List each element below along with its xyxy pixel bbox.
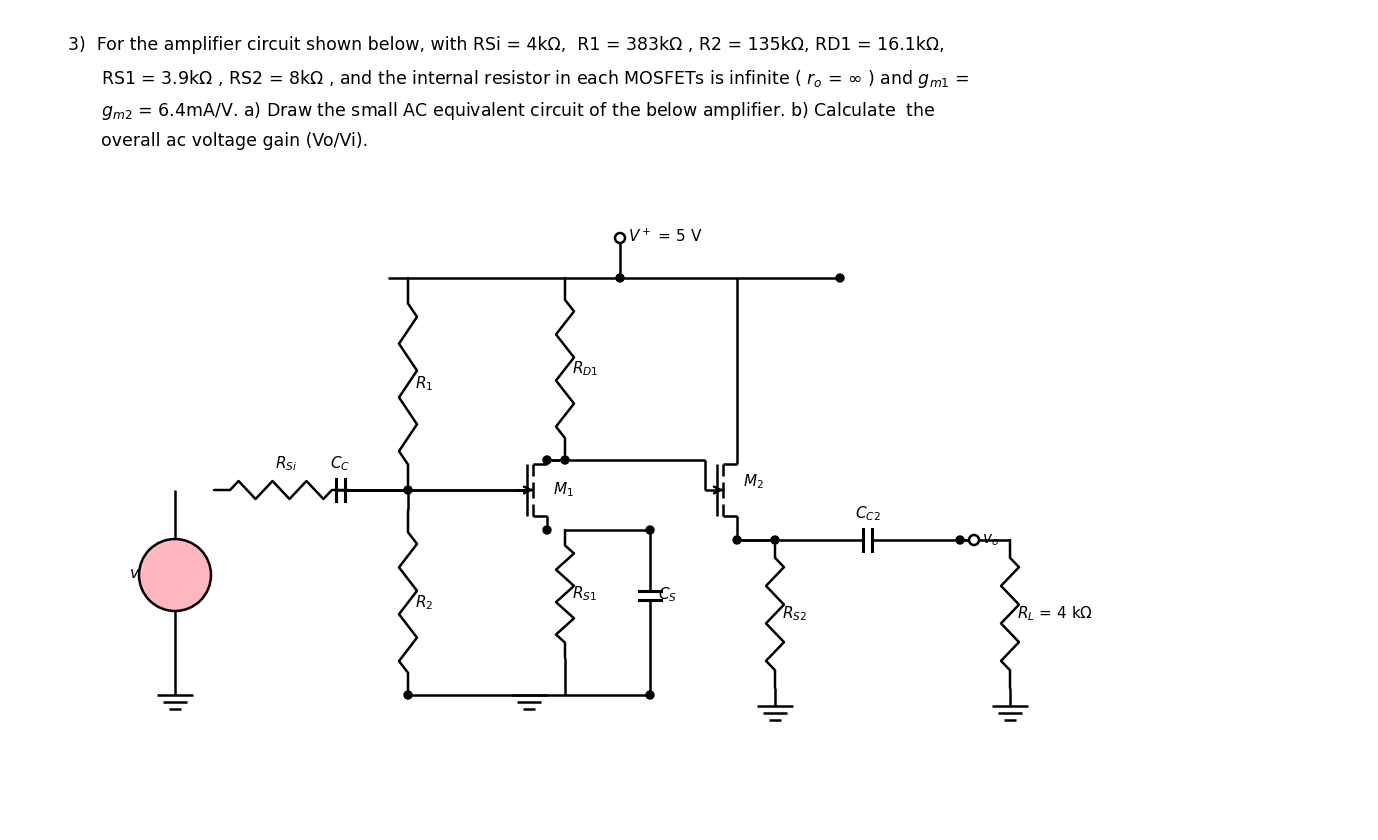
- Text: $R_{S2}$: $R_{S2}$: [781, 605, 808, 623]
- Circle shape: [733, 536, 741, 544]
- Text: 3)  For the amplifier circuit shown below, with RSi = 4kΩ,  R1 = 383kΩ , R2 = 13: 3) For the amplifier circuit shown below…: [68, 36, 945, 54]
- Text: −: −: [168, 576, 182, 594]
- Text: $g_{m2}$ = 6.4mA/V. a) Draw the small AC equivalent circuit of the below amplifi: $g_{m2}$ = 6.4mA/V. a) Draw the small AC…: [68, 100, 936, 122]
- Circle shape: [616, 274, 624, 282]
- Text: $R_{D1}$: $R_{D1}$: [572, 360, 598, 378]
- Circle shape: [543, 456, 551, 464]
- Circle shape: [836, 274, 843, 282]
- Text: $v_o$: $v_o$: [983, 533, 999, 548]
- Circle shape: [956, 536, 965, 544]
- Circle shape: [646, 526, 655, 534]
- Text: $R_1$: $R_1$: [415, 375, 433, 393]
- Text: overall ac voltage gain (Vo/Vi).: overall ac voltage gain (Vo/Vi).: [68, 132, 368, 150]
- Circle shape: [615, 233, 626, 243]
- Circle shape: [646, 691, 655, 699]
- Text: $C_C$: $C_C$: [329, 454, 350, 473]
- Text: $R_2$: $R_2$: [415, 593, 433, 612]
- Circle shape: [543, 526, 551, 534]
- Text: $V^+$ = 5 V: $V^+$ = 5 V: [628, 228, 703, 244]
- Circle shape: [404, 486, 412, 494]
- Text: $M_1$: $M_1$: [553, 480, 573, 499]
- Text: $C_S$: $C_S$: [659, 585, 677, 604]
- Circle shape: [772, 536, 779, 544]
- Text: $R_{S1}$: $R_{S1}$: [572, 585, 597, 603]
- Text: +: +: [168, 557, 182, 575]
- Circle shape: [139, 539, 211, 611]
- Text: $R_{Si}$: $R_{Si}$: [274, 454, 298, 473]
- Text: $R_L$ = 4 k$\Omega$: $R_L$ = 4 k$\Omega$: [1017, 605, 1093, 623]
- Circle shape: [404, 691, 412, 699]
- Circle shape: [561, 456, 569, 464]
- Text: $M_2$: $M_2$: [743, 473, 763, 491]
- Text: RS1 = 3.9kΩ , RS2 = 8kΩ , and the internal resistor in each MOSFETs is infinite : RS1 = 3.9kΩ , RS2 = 8kΩ , and the intern…: [68, 68, 969, 90]
- Text: $v_i$: $v_i$: [130, 567, 143, 583]
- Circle shape: [969, 535, 978, 545]
- Text: $C_{C2}$: $C_{C2}$: [856, 504, 881, 522]
